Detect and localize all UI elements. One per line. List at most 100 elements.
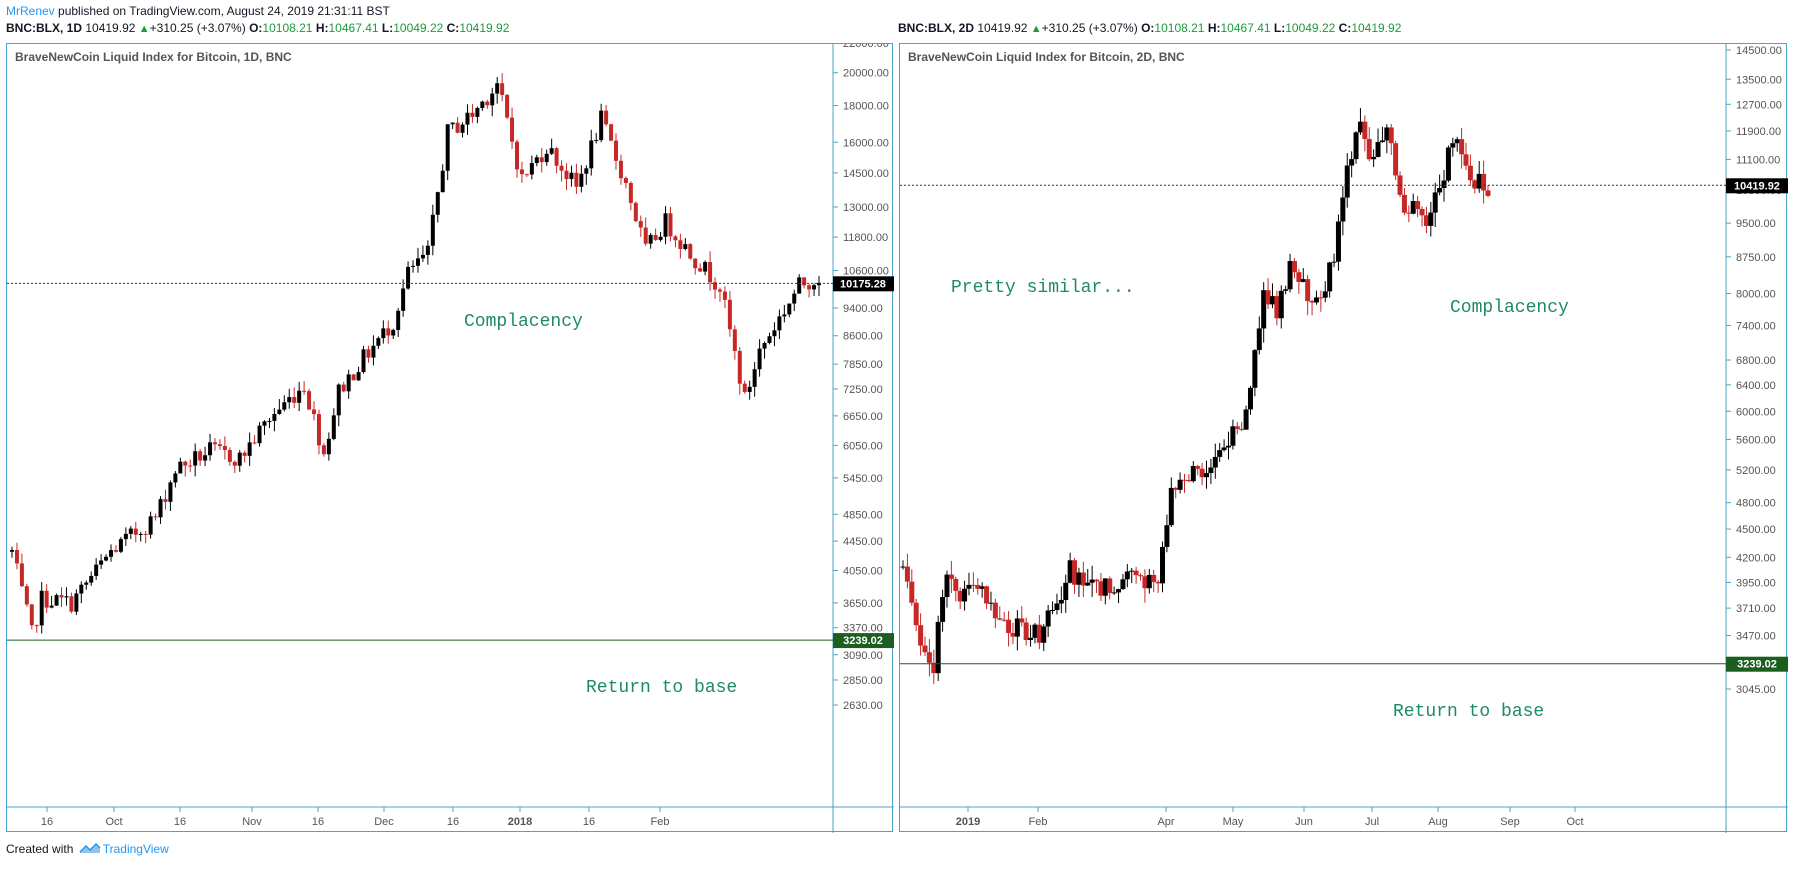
candle-body (1177, 479, 1183, 490)
published-text: published on TradingView.com, August 24,… (58, 4, 390, 18)
candle-body (158, 499, 163, 518)
candle-body (918, 625, 924, 646)
candle-body (1423, 215, 1429, 226)
candle-body (1138, 575, 1144, 577)
price-axis[interactable]: 14500.00 13500.00 12700.00 11900.00 11100.00… (1726, 45, 1782, 696)
candle-body (1160, 546, 1166, 584)
candle-body (1349, 159, 1355, 166)
candle-body (1388, 127, 1394, 144)
tradingview-brand-link[interactable]: TradingView (102, 842, 169, 856)
candle-body (420, 254, 425, 259)
chart-panel-1d[interactable]: 22000.00 20000.00 18000.00 16000.00 14500.00… (6, 43, 894, 833)
candle-body (1085, 582, 1091, 586)
candle-body (406, 266, 411, 289)
last-price-2d: 10419.92 (977, 21, 1028, 35)
candle-body (975, 585, 981, 589)
candle-body (1182, 479, 1188, 481)
candle-body (361, 349, 366, 373)
y-tick-label: 5450.00 (843, 473, 883, 485)
candle-body (926, 652, 932, 663)
candle-body (648, 234, 653, 244)
candle-body (198, 451, 203, 461)
last-price-1d: 10419.92 (85, 21, 136, 35)
candle-body (1454, 139, 1460, 144)
symbol-1d[interactable]: BNC:BLX, 1D (6, 21, 83, 35)
y-tick-label: 4050.00 (843, 565, 883, 577)
candle-body (909, 581, 915, 603)
y-tick-label: 6400.00 (1736, 380, 1776, 392)
candle-body (658, 236, 663, 240)
author-link[interactable]: MrRenev (6, 4, 55, 18)
candle-body (34, 625, 39, 627)
chart-2d-svg[interactable]: 14500.00 13500.00 12700.00 11900.00 11100.00… (900, 44, 1788, 833)
low-label-1d: L: (381, 21, 394, 35)
candle-body (683, 244, 688, 249)
high-label-1d: H: (315, 21, 329, 35)
time-axis[interactable]: 2019 Feb Apr May Jun Jul Aug Sep Oct (956, 807, 1584, 828)
y-tick-label: 14500.00 (1736, 45, 1782, 57)
chart-1d-svg[interactable]: 22000.00 20000.00 18000.00 16000.00 14500.00… (7, 44, 894, 833)
annotation-pretty-similar[interactable]: Pretty similar... (951, 278, 1135, 298)
candle-body (1305, 279, 1311, 302)
candle-body (425, 245, 430, 255)
candle-body (24, 586, 29, 605)
candle-body (787, 303, 792, 315)
candle-body (1133, 570, 1139, 576)
candle-body (1168, 487, 1174, 526)
up-triangle-icon: ▲ (138, 23, 150, 35)
candle-body (544, 153, 549, 163)
x-tick-label: Feb (1029, 816, 1048, 828)
annotation-return-to-base[interactable]: Return to base (586, 678, 737, 698)
y-tick-label: 9400.00 (843, 303, 883, 315)
candle-body (529, 162, 534, 175)
candle-body (742, 383, 747, 392)
close-value-1d: 10419.92 (459, 21, 510, 35)
y-tick-label: 6050.00 (843, 440, 883, 452)
candle-body (1230, 426, 1236, 446)
x-tick-label: 16 (447, 816, 459, 828)
candle-body (460, 124, 465, 133)
candle-body (94, 564, 99, 576)
symbol-2d[interactable]: BNC:BLX, 2D (898, 21, 975, 35)
candle-body (445, 124, 450, 171)
candle-body (1265, 290, 1271, 305)
time-axis[interactable]: 16 Oct 16 Nov 16 Dec 16 2018 16 Feb (41, 807, 670, 828)
up-triangle-icon: ▲ (1030, 23, 1042, 35)
annotation-return-to-base[interactable]: Return to base (1393, 702, 1544, 722)
high-value-2d: 10467.41 (1220, 21, 1271, 35)
annotation-complacency[interactable]: Complacency (1450, 298, 1569, 318)
x-tick-label: Nov (242, 816, 262, 828)
candle-body (1410, 201, 1416, 214)
candle-body (1142, 576, 1148, 589)
y-tick-label: 10600.00 (843, 266, 889, 278)
candle-body (1476, 173, 1482, 189)
candle-body (59, 595, 64, 598)
candle-body (802, 277, 807, 286)
candle-body (1459, 139, 1465, 155)
annotation-complacency[interactable]: Complacency (464, 312, 583, 332)
candle-body (1107, 578, 1113, 593)
candle-body (638, 221, 643, 228)
candle-body (722, 291, 727, 300)
candle-body (232, 461, 237, 466)
candle-body (89, 575, 94, 583)
change-1d: +310.25 (+3.07%) (149, 21, 246, 35)
candle-body (752, 369, 757, 387)
candle-body (589, 140, 594, 169)
chart-panel-2d[interactable]: 14500.00 13500.00 12700.00 11900.00 11100.00… (899, 43, 1788, 833)
candle-body (336, 384, 341, 416)
candle-body (584, 168, 589, 174)
candle-body (777, 316, 782, 331)
candle-body (510, 117, 515, 142)
candle-body (1006, 619, 1012, 634)
candle-body (1353, 132, 1359, 160)
candle-body (247, 442, 252, 456)
candle-body (717, 289, 722, 292)
y-tick-label: 4800.00 (1736, 498, 1776, 510)
candle-body (797, 277, 802, 294)
candle-body (713, 282, 718, 290)
candle-body (1318, 297, 1324, 299)
price-axis[interactable]: 22000.00 20000.00 18000.00 16000.00 14500.00… (833, 44, 889, 712)
candle-body (1129, 570, 1135, 572)
candle-body (99, 560, 104, 565)
